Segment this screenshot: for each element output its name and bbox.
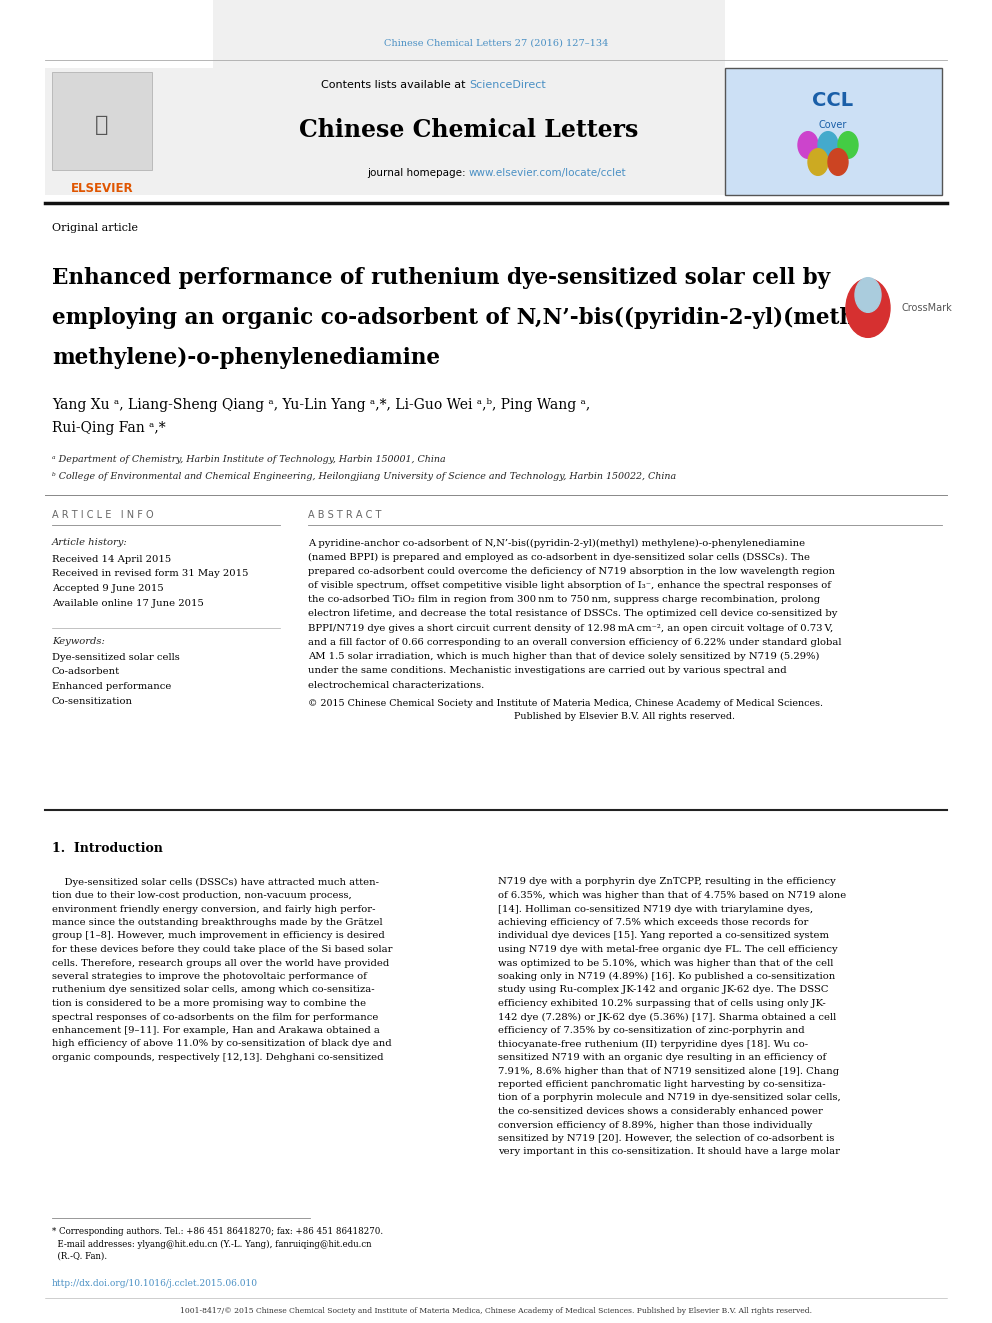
Text: Yang Xu ᵃ, Liang-Sheng Qiang ᵃ, Yu-Lin Yang ᵃ,*, Li-Guo Wei ᵃ,ᵇ, Ping Wang ᵃ,: Yang Xu ᵃ, Liang-Sheng Qiang ᵃ, Yu-Lin Y… [52,398,590,411]
Text: ruthenium dye sensitized solar cells, among which co-sensitiza-: ruthenium dye sensitized solar cells, am… [52,986,375,995]
Text: efficiency of 7.35% by co-sensitization of zinc-porphyrin and: efficiency of 7.35% by co-sensitization … [498,1027,805,1035]
Circle shape [838,132,858,159]
Text: tion is considered to be a more promising way to combine the: tion is considered to be a more promisin… [52,999,366,1008]
Circle shape [798,132,818,159]
Text: CCL: CCL [812,90,853,110]
Text: Accepted 9 June 2015: Accepted 9 June 2015 [52,585,164,594]
Text: 1001-8417/© 2015 Chinese Chemical Society and Institute of Materia Medica, Chine: 1001-8417/© 2015 Chinese Chemical Societ… [180,1307,812,1315]
Text: © 2015 Chinese Chemical Society and Institute of Materia Medica, Chinese Academy: © 2015 Chinese Chemical Society and Inst… [308,699,823,708]
Text: for these devices before they could take place of the Si based solar: for these devices before they could take… [52,945,393,954]
Text: and a fill factor of 0.66 corresponding to an overall conversion efficiency of 6: and a fill factor of 0.66 corresponding … [308,638,841,647]
Text: Available online 17 June 2015: Available online 17 June 2015 [52,599,204,609]
Text: under the same conditions. Mechanistic investigations are carried out by various: under the same conditions. Mechanistic i… [308,667,787,675]
Text: AM 1.5 solar irradiation, which is much higher than that of device solely sensit: AM 1.5 solar irradiation, which is much … [308,652,819,662]
Text: Enhanced performance of ruthenium dye-sensitized solar cell by: Enhanced performance of ruthenium dye-se… [52,267,830,288]
Text: tion due to their low-cost production, non-vacuum process,: tion due to their low-cost production, n… [52,890,352,900]
Text: 🌳: 🌳 [95,115,109,135]
Text: prepared co-adsorbent could overcome the deficiency of N719 absorption in the lo: prepared co-adsorbent could overcome the… [308,566,835,576]
Text: Chinese Chemical Letters: Chinese Chemical Letters [300,118,639,142]
Circle shape [855,278,881,312]
Text: E-mail addresses: ylyang@hit.edu.cn (Y.-L. Yang), fanruiqing@hit.edu.cn: E-mail addresses: ylyang@hit.edu.cn (Y.-… [52,1240,371,1249]
Text: was optimized to be 5.10%, which was higher than that of the cell: was optimized to be 5.10%, which was hig… [498,958,833,967]
Text: http://dx.doi.org/10.1016/j.cclet.2015.06.010: http://dx.doi.org/10.1016/j.cclet.2015.0… [52,1278,258,1287]
Text: Received 14 April 2015: Received 14 April 2015 [52,554,172,564]
Text: high efficiency of above 11.0% by co-sensitization of black dye and: high efficiency of above 11.0% by co-sen… [52,1040,392,1049]
Text: ᵇ College of Environmental and Chemical Engineering, Heilongjiang University of : ᵇ College of Environmental and Chemical … [52,472,677,482]
Text: Dye-sensitized solar cells (DSSCs) have attracted much atten-: Dye-sensitized solar cells (DSSCs) have … [52,877,379,886]
Text: Cover: Cover [818,120,847,130]
Text: environment friendly energy conversion, and fairly high perfor-: environment friendly energy conversion, … [52,905,376,913]
Circle shape [808,148,828,176]
Text: A R T I C L E   I N F O: A R T I C L E I N F O [52,509,154,520]
Text: efficiency exhibited 10.2% surpassing that of cells using only JK-: efficiency exhibited 10.2% surpassing th… [498,999,825,1008]
Text: (named BPPI) is prepared and employed as co-adsorbent in dye-sensitized solar ce: (named BPPI) is prepared and employed as… [308,553,810,562]
Text: electrochemical characterizations.: electrochemical characterizations. [308,680,484,689]
Text: reported efficient panchromatic light harvesting by co-sensitiza-: reported efficient panchromatic light ha… [498,1080,825,1089]
Text: of 6.35%, which was higher than that of 4.75% based on N719 alone: of 6.35%, which was higher than that of … [498,890,846,900]
Text: Keywords:: Keywords: [52,638,105,647]
Text: 1.  Introduction: 1. Introduction [52,841,163,855]
Text: individual dye devices [15]. Yang reported a co-sensitized system: individual dye devices [15]. Yang report… [498,931,829,941]
Circle shape [846,279,890,337]
Text: of visible spectrum, offset competitive visible light absorption of I₃⁻, enhance: of visible spectrum, offset competitive … [308,581,831,590]
Text: electron lifetime, and decrease the total resistance of DSSCs. The optimized cel: electron lifetime, and decrease the tota… [308,610,837,618]
Text: Chinese Chemical Letters 27 (2016) 127–134: Chinese Chemical Letters 27 (2016) 127–1… [384,38,608,48]
Circle shape [818,132,838,159]
Text: organic compounds, respectively [12,13]. Dehghani co-sensitized: organic compounds, respectively [12,13].… [52,1053,384,1062]
Text: www.elsevier.com/locate/cclet: www.elsevier.com/locate/cclet [469,168,627,179]
Text: cells. Therefore, research groups all over the world have provided: cells. Therefore, research groups all ov… [52,958,389,967]
Text: conversion efficiency of 8.89%, higher than those individually: conversion efficiency of 8.89%, higher t… [498,1121,812,1130]
Text: ᵃ Department of Chemistry, Harbin Institute of Technology, Harbin 150001, China: ᵃ Department of Chemistry, Harbin Instit… [52,455,445,464]
Text: thiocyanate-free ruthenium (II) terpyridine dyes [18]. Wu co-: thiocyanate-free ruthenium (II) terpyrid… [498,1040,808,1049]
Text: 7.91%, 8.6% higher than that of N719 sensitized alone [19]. Chang: 7.91%, 8.6% higher than that of N719 sen… [498,1066,839,1076]
Text: [14]. Holliman co-sensitized N719 dye with triarylamine dyes,: [14]. Holliman co-sensitized N719 dye wi… [498,905,813,913]
Text: CrossMark: CrossMark [902,303,952,314]
Text: A pyridine-anchor co-adsorbent of N,N’-bis((pyridin-2-yl)(methyl) methylene)-o-p: A pyridine-anchor co-adsorbent of N,N’-b… [308,538,806,548]
Text: ELSEVIER: ELSEVIER [70,181,133,194]
Text: Received in revised form 31 May 2015: Received in revised form 31 May 2015 [52,569,249,578]
Text: sensitized by N719 [20]. However, the selection of co-adsorbent is: sensitized by N719 [20]. However, the se… [498,1134,834,1143]
Text: study using Ru-complex JK-142 and organic JK-62 dye. The DSSC: study using Ru-complex JK-142 and organi… [498,986,828,995]
Circle shape [828,148,848,176]
Text: Contents lists available at: Contents lists available at [321,79,469,90]
Text: (R.-Q. Fan).: (R.-Q. Fan). [52,1252,107,1261]
Bar [52,71,152,169]
Text: * Corresponding authors. Tel.: +86 451 86418270; fax: +86 451 86418270.: * Corresponding authors. Tel.: +86 451 8… [52,1228,383,1237]
Text: Article history:: Article history: [52,538,128,548]
Text: Dye-sensitized solar cells: Dye-sensitized solar cells [52,652,180,662]
Text: mance since the outstanding breakthroughs made by the Grätzel: mance since the outstanding breakthrough… [52,918,383,927]
Text: Original article: Original article [52,224,138,233]
Text: soaking only in N719 (4.89%) [16]. Ko published a co-sensitization: soaking only in N719 (4.89%) [16]. Ko pu… [498,972,835,982]
Text: Enhanced performance: Enhanced performance [52,683,172,692]
Text: employing an organic co-adsorbent of N,N’-bis((pyridin-2-yl)(methyl): employing an organic co-adsorbent of N,N… [52,307,886,329]
Text: tion of a porphyrin molecule and N719 in dye-sensitized solar cells,: tion of a porphyrin molecule and N719 in… [498,1094,841,1102]
Text: journal homepage:: journal homepage: [367,168,469,179]
Text: ScienceDirect: ScienceDirect [469,79,546,90]
Text: several strategies to improve the photovoltaic performance of: several strategies to improve the photov… [52,972,367,980]
Text: methylene)-o-phenylenediamine: methylene)-o-phenylenediamine [52,347,440,369]
Text: Published by Elsevier B.V. All rights reserved.: Published by Elsevier B.V. All rights re… [515,712,735,721]
Text: BPPI/N719 dye gives a short circuit current density of 12.98 mA cm⁻², an open ci: BPPI/N719 dye gives a short circuit curr… [308,623,833,632]
Text: N719 dye with a porphyrin dye ZnTCPP, resulting in the efficiency: N719 dye with a porphyrin dye ZnTCPP, re… [498,877,835,886]
Text: group [1–8]. However, much improvement in efficiency is desired: group [1–8]. However, much improvement i… [52,931,385,941]
Text: Co-adsorbent: Co-adsorbent [52,668,120,676]
Bar [213,60,725,194]
Text: 142 dye (7.28%) or JK-62 dye (5.36%) [17]. Sharma obtained a cell: 142 dye (7.28%) or JK-62 dye (5.36%) [17… [498,1012,836,1021]
Text: very important in this co-sensitization. It should have a large molar: very important in this co-sensitization.… [498,1147,840,1156]
Bar [725,67,942,194]
Bar [45,67,213,194]
Text: enhancement [9–11]. For example, Han and Arakawa obtained a: enhancement [9–11]. For example, Han and… [52,1027,380,1035]
Text: the co-adsorbed TiO₂ film in region from 300 nm to 750 nm, suppress charge recom: the co-adsorbed TiO₂ film in region from… [308,595,820,605]
Text: A B S T R A C T: A B S T R A C T [308,509,381,520]
Text: using N719 dye with metal-free organic dye FL. The cell efficiency: using N719 dye with metal-free organic d… [498,945,837,954]
Text: Rui-Qing Fan ᵃ,*: Rui-Qing Fan ᵃ,* [52,421,166,435]
Text: sensitized N719 with an organic dye resulting in an efficiency of: sensitized N719 with an organic dye resu… [498,1053,826,1062]
Bar [213,0,725,67]
Text: the co-sensitized devices shows a considerably enhanced power: the co-sensitized devices shows a consid… [498,1107,823,1117]
Text: spectral responses of co-adsorbents on the film for performance: spectral responses of co-adsorbents on t… [52,1012,378,1021]
Text: achieving efficiency of 7.5% which exceeds those records for: achieving efficiency of 7.5% which excee… [498,918,808,927]
Text: Co-sensitization: Co-sensitization [52,697,133,706]
